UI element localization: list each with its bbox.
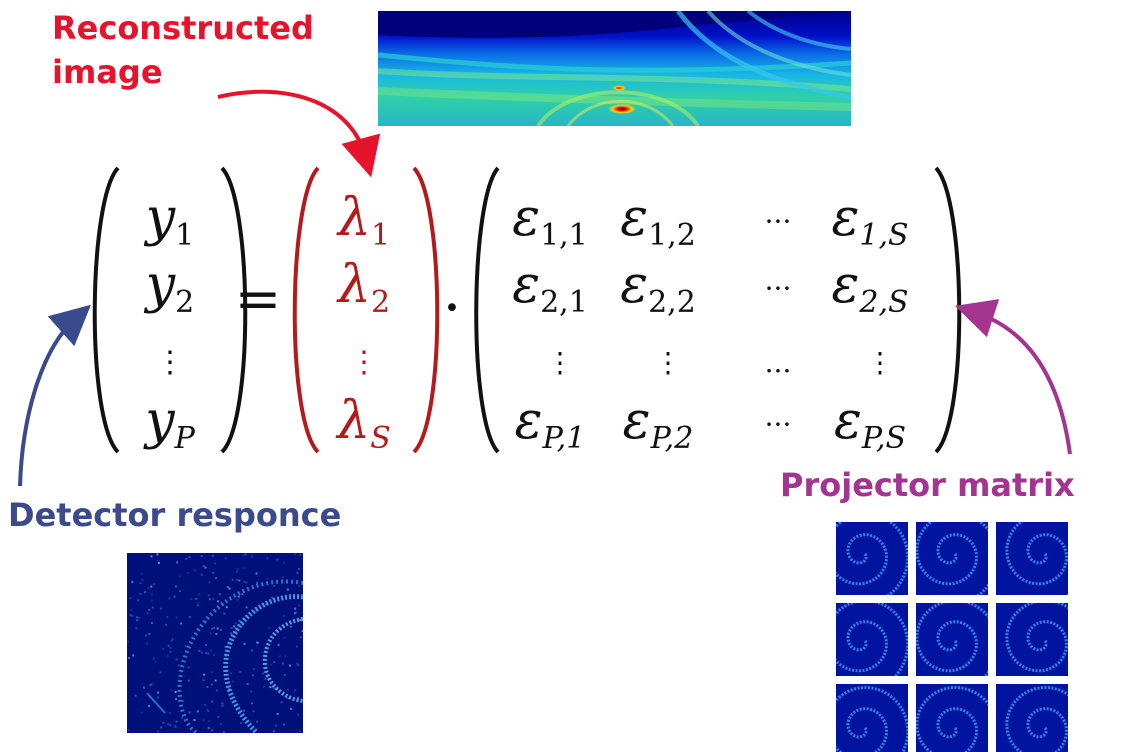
lambda-entry: λ1	[336, 188, 390, 253]
epsilon-entry: ε1,S	[831, 188, 908, 253]
epsilon-entry: ε2,1	[512, 255, 588, 320]
y-left-paren	[92, 166, 120, 454]
matrix-dots: ⋮	[654, 346, 682, 379]
matrix-dots: ···	[765, 408, 792, 441]
projector-tile	[916, 603, 988, 676]
reconstructed-label-line2: image	[52, 53, 163, 91]
projector-tile	[836, 603, 908, 676]
epsilon-matrix: ε1,1 ε1,2 ··· ε1,S ε2,1 ε2,2 ··· ε2,S ⋮ ⋮... ⋮ εP,1…	[512, 188, 908, 456]
epsilon-entry: εP,1	[515, 391, 586, 456]
epsilon-entry: εP,2	[623, 391, 694, 456]
matrix-left-paren	[474, 166, 500, 454]
arrow-detector	[18, 304, 91, 487]
reconstructed-image-label: Reconstructed image	[52, 6, 314, 94]
arrow-reconstructed	[217, 89, 381, 178]
epsilon-entry: ε2,2	[620, 255, 696, 320]
projector-tile	[836, 522, 908, 595]
reconstructed-label-line1: Reconstructed	[52, 9, 314, 47]
lambda-entry: λ2	[336, 255, 390, 320]
y-entry: y2	[144, 255, 194, 320]
projector-tile	[996, 684, 1068, 752]
lambda-entry: λS	[335, 391, 391, 456]
lambda-left-paren	[292, 166, 320, 454]
detector-response-label: Detector responce	[8, 496, 342, 534]
matrix-dots: ···	[765, 205, 792, 238]
arrow-projector	[954, 299, 1072, 455]
dot-operator: ·	[442, 273, 461, 343]
projector-matrix-image	[836, 522, 1069, 752]
projector-tile	[996, 522, 1068, 595]
y-right-paren	[220, 166, 248, 454]
reconstructed-image	[378, 11, 851, 126]
projector-tile	[836, 684, 908, 752]
epsilon-entry: εP,S	[834, 391, 906, 456]
detector-response-image	[127, 553, 303, 733]
y-entry: y1	[144, 188, 194, 253]
matrix-right-paren	[934, 166, 962, 454]
y-entry: yP	[143, 391, 195, 456]
epsilon-entry: ε2,S	[831, 255, 908, 320]
projector-tile	[996, 603, 1068, 676]
lambda-right-paren	[412, 166, 440, 454]
epsilon-entry: ε1,2	[620, 188, 696, 253]
projector-tile	[916, 684, 988, 752]
epsilon-entry: ε1,1	[512, 188, 588, 253]
projector-matrix-label: Projector matrix	[780, 466, 1075, 504]
matrix-dots: ...	[765, 346, 792, 379]
lambda-vdots: ⋮	[349, 345, 379, 380]
matrix-dots: ···	[765, 272, 792, 305]
matrix-dots: ⋮	[546, 346, 574, 379]
projector-tile	[916, 522, 988, 595]
matrix-dots: ⋮	[866, 346, 894, 379]
equals-sign: =	[235, 267, 282, 332]
y-vdots: ⋮	[155, 345, 185, 380]
